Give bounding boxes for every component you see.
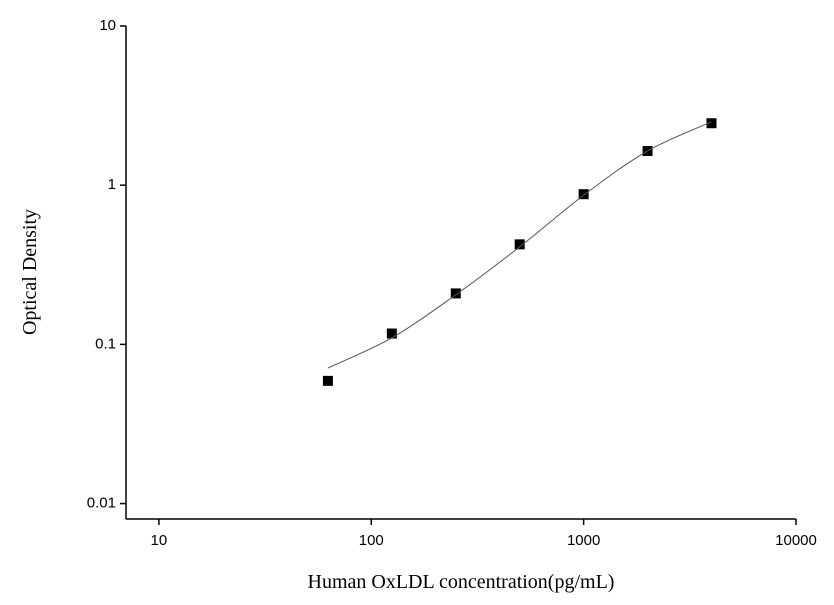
data-point	[706, 118, 717, 129]
y-axis-label: Optical Density	[19, 209, 41, 335]
x-tick-label: 10000	[775, 532, 817, 549]
data-point	[514, 239, 525, 250]
y-tick-label: 0.01	[87, 495, 116, 512]
data-point	[386, 328, 397, 339]
y-tick-label: 1	[108, 176, 116, 193]
x-tick-label: 1000	[567, 532, 600, 549]
data-point	[450, 288, 461, 299]
x-axis-label: Human OxLDL concentration(pg/mL)	[308, 571, 615, 593]
fit-curve	[327, 121, 712, 369]
x-tick-label: 100	[359, 532, 384, 549]
x-tick-label: 10	[151, 532, 168, 549]
y-tick-label: 10	[99, 17, 116, 34]
data-point	[578, 189, 589, 200]
data-point	[322, 375, 333, 386]
y-tick-label: 0.1	[95, 335, 116, 352]
